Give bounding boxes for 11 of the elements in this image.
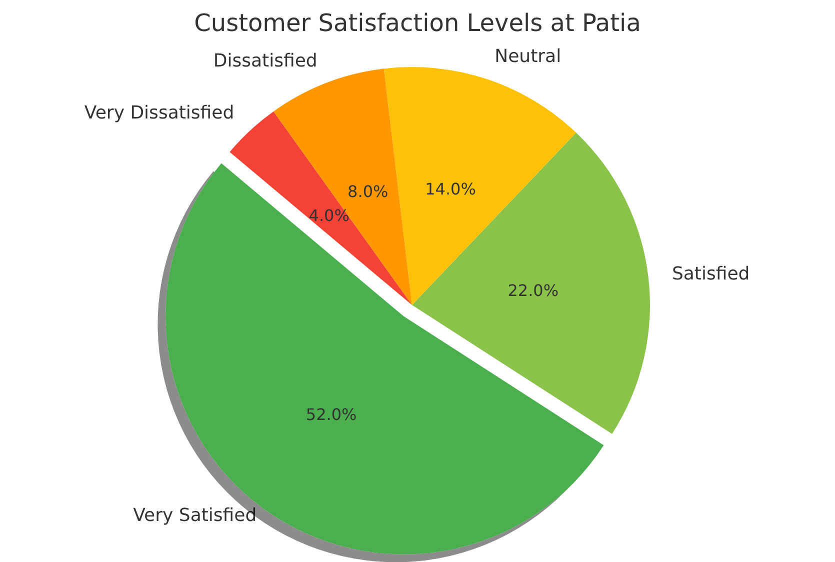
data-label: 8.0%	[348, 182, 388, 201]
data-label: 52.0%	[306, 404, 357, 424]
slice-label: Satisfied	[672, 264, 750, 284]
slice-label: Very Dissatisfied	[84, 102, 234, 124]
data-label: 14.0%	[425, 180, 476, 199]
slice-label: Dissatisfied	[213, 50, 318, 72]
data-label: 22.0%	[508, 281, 559, 300]
chart-title: Customer Satisfaction Levels at Patia	[194, 9, 641, 37]
slice-label: Neutral	[494, 46, 562, 68]
slice-label: Very Satisfied	[133, 505, 257, 526]
data-label: 4.0%	[308, 206, 350, 225]
